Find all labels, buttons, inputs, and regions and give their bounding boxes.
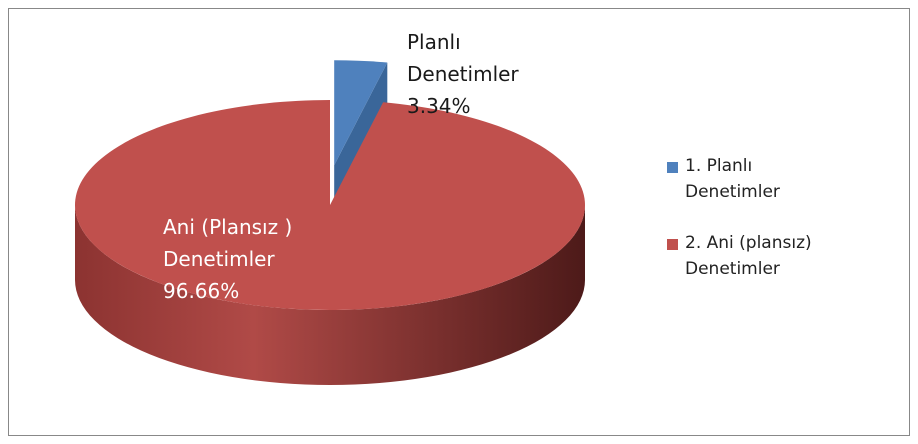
data-label-value: 3.34%: [407, 94, 471, 118]
pie-slice: [334, 60, 388, 166]
legend-swatch: [667, 239, 678, 250]
frame: [8, 8, 910, 436]
pie-slice: [75, 100, 586, 310]
data-label-value: 96.66%: [163, 279, 240, 303]
legend-swatch: [667, 162, 678, 173]
data-label-name: Planlı Denetimler: [407, 30, 519, 86]
data-label: Planlı Denetimler 3.34%: [407, 26, 547, 122]
data-label-name: Ani (Plansız ) Denetimler: [163, 215, 293, 271]
legend-label: 1. Planlı Denetimler: [685, 156, 780, 202]
data-label: Ani (Plansız ) Denetimler 96.66%: [163, 211, 328, 307]
pie-side: [75, 205, 585, 385]
legend-label: 2. Ani (plansız) Denetimler: [685, 233, 812, 279]
